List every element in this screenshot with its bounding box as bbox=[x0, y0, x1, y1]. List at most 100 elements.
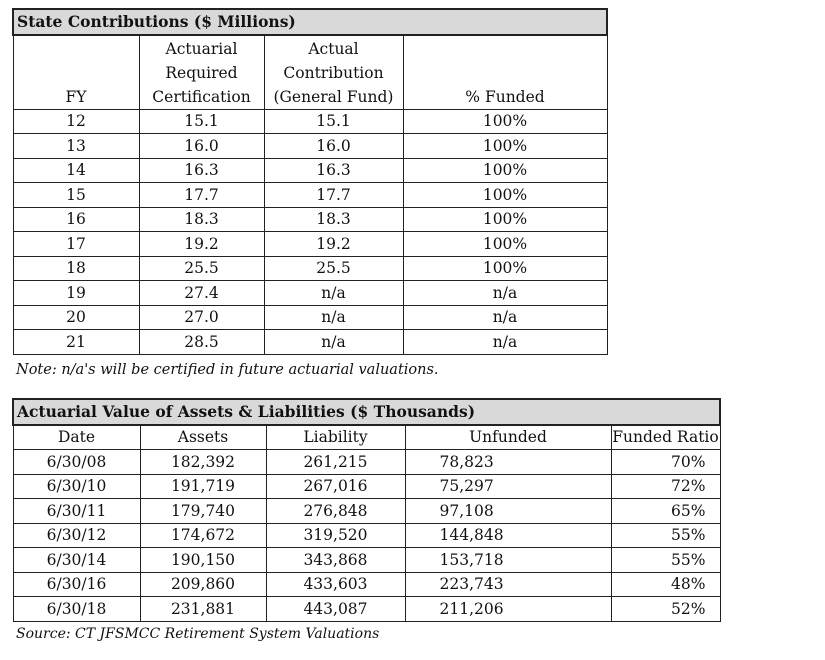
table-cell: 261,215 bbox=[265, 449, 406, 475]
table-cell: 16.3 bbox=[263, 157, 404, 183]
table-cell: 179,740 bbox=[139, 498, 267, 524]
table-row: 6/30/11 179,740 276,848 97,108 65% bbox=[12, 498, 721, 524]
column-header: Liability bbox=[265, 424, 406, 450]
table-row: 21 28.5 n/a n/a bbox=[12, 329, 608, 355]
table-cell: 70% bbox=[610, 449, 721, 475]
column-header: Date bbox=[12, 424, 141, 450]
table-cell: 52% bbox=[610, 596, 721, 622]
table-row: 19 27.4 n/a n/a bbox=[12, 280, 608, 306]
table-row: 20 27.0 n/a n/a bbox=[12, 304, 608, 330]
header-line: % Funded bbox=[465, 87, 545, 106]
table-cell: 15 bbox=[12, 182, 140, 208]
table-cell: 209,860 bbox=[139, 571, 267, 597]
table-cell: 48% bbox=[610, 571, 721, 597]
table-cell: 16.0 bbox=[263, 133, 404, 159]
table-cell: 16.0 bbox=[138, 133, 265, 159]
table-row: 6/30/14 190,150 343,868 153,718 55% bbox=[12, 547, 721, 573]
table-row: 6/30/18 231,881 443,087 211,206 52% bbox=[12, 596, 721, 622]
table-cell: 190,150 bbox=[139, 547, 267, 573]
table-cell: n/a bbox=[263, 304, 404, 330]
table-row: 14 16.3 16.3 100% bbox=[12, 157, 608, 183]
header-line: (General Fund) bbox=[273, 87, 394, 106]
table-cell: 20 bbox=[12, 304, 140, 330]
table-cell: 16.3 bbox=[138, 157, 265, 183]
column-header: Actual Contribution (General Fund) bbox=[263, 34, 404, 110]
table-cell: 75,297 bbox=[404, 473, 612, 499]
table-cell: 25.5 bbox=[138, 255, 265, 281]
table-cell: 6/30/18 bbox=[12, 596, 141, 622]
table-cell: 223,743 bbox=[404, 571, 612, 597]
table-cell: 100% bbox=[402, 206, 608, 232]
table-cell: 6/30/08 bbox=[12, 449, 141, 475]
table-row: 16 18.3 18.3 100% bbox=[12, 206, 608, 232]
header-line: FY bbox=[65, 87, 87, 106]
table-cell: 27.4 bbox=[138, 280, 265, 306]
table-cell: 100% bbox=[402, 157, 608, 183]
table-cell: 182,392 bbox=[139, 449, 267, 475]
table-cell: 18.3 bbox=[138, 206, 265, 232]
table-cell: 100% bbox=[402, 133, 608, 159]
table-row: 15 17.7 17.7 100% bbox=[12, 182, 608, 208]
table-cell: 16 bbox=[12, 206, 140, 232]
table-cell: 55% bbox=[610, 522, 721, 548]
column-header: % Funded bbox=[402, 34, 608, 110]
table-cell: 343,868 bbox=[265, 547, 406, 573]
column-header: Funded Ratio bbox=[610, 424, 721, 450]
table-cell: 25.5 bbox=[263, 255, 404, 281]
table-row: 6/30/10 191,719 267,016 75,297 72% bbox=[12, 473, 721, 499]
table-cell: 267,016 bbox=[265, 473, 406, 499]
table-cell: 72% bbox=[610, 473, 721, 499]
table-cell: 97,108 bbox=[404, 498, 612, 524]
table-cell: n/a bbox=[263, 280, 404, 306]
table-note: Note: n/a's will be certified in future … bbox=[16, 362, 439, 378]
table-cell: 19 bbox=[12, 280, 140, 306]
table-row: 6/30/16 209,860 433,603 223,743 48% bbox=[12, 571, 721, 597]
table-row: 13 16.0 16.0 100% bbox=[12, 133, 608, 159]
column-header: FY bbox=[12, 34, 140, 110]
table-cell: 153,718 bbox=[404, 547, 612, 573]
table-cell: 12 bbox=[12, 108, 140, 134]
source-note: Source: CT JFSMCC Retirement System Valu… bbox=[16, 626, 380, 642]
table-cell: 191,719 bbox=[139, 473, 267, 499]
header-line: Actual bbox=[308, 39, 359, 58]
state-contributions-table: State Contributions ($ Millions) FY Actua… bbox=[12, 8, 608, 355]
header-line: Contribution bbox=[283, 63, 384, 82]
table-cell: 174,672 bbox=[139, 522, 267, 548]
table-cell: 15.1 bbox=[263, 108, 404, 134]
table-cell: 19.2 bbox=[263, 231, 404, 257]
table-cell: 17.7 bbox=[138, 182, 265, 208]
table-cell: 18.3 bbox=[263, 206, 404, 232]
table-cell: 144,848 bbox=[404, 522, 612, 548]
table-cell: 14 bbox=[12, 157, 140, 183]
column-header: Actuarial Required Certification bbox=[138, 34, 265, 110]
table-cell: 433,603 bbox=[265, 571, 406, 597]
table-cell: 13 bbox=[12, 133, 140, 159]
table-cell: n/a bbox=[263, 329, 404, 355]
table-title: Actuarial Value of Assets & Liabilities … bbox=[12, 398, 721, 426]
table-cell: 65% bbox=[610, 498, 721, 524]
table-row: 6/30/12 174,672 319,520 144,848 55% bbox=[12, 522, 721, 548]
table-cell: 100% bbox=[402, 231, 608, 257]
table-cell: 19.2 bbox=[138, 231, 265, 257]
table-cell: n/a bbox=[402, 304, 608, 330]
table-row: 6/30/08 182,392 261,215 78,823 70% bbox=[12, 449, 721, 475]
column-header: Assets bbox=[139, 424, 267, 450]
header-line: Required bbox=[165, 63, 238, 82]
table-cell: n/a bbox=[402, 280, 608, 306]
table-row: 18 25.5 25.5 100% bbox=[12, 255, 608, 281]
table-cell: 6/30/14 bbox=[12, 547, 141, 573]
table-cell: 6/30/12 bbox=[12, 522, 141, 548]
table-cell: 231,881 bbox=[139, 596, 267, 622]
table-cell: 17 bbox=[12, 231, 140, 257]
table-cell: 6/30/16 bbox=[12, 571, 141, 597]
table-cell: 100% bbox=[402, 108, 608, 134]
table-row: 17 19.2 19.2 100% bbox=[12, 231, 608, 257]
header-line: Certification bbox=[152, 87, 251, 106]
table-cell: 21 bbox=[12, 329, 140, 355]
table-cell: 78,823 bbox=[404, 449, 612, 475]
table-cell: 18 bbox=[12, 255, 140, 281]
table-cell: 319,520 bbox=[265, 522, 406, 548]
column-header: Unfunded bbox=[404, 424, 612, 450]
table-cell: 443,087 bbox=[265, 596, 406, 622]
table-cell: 6/30/11 bbox=[12, 498, 141, 524]
